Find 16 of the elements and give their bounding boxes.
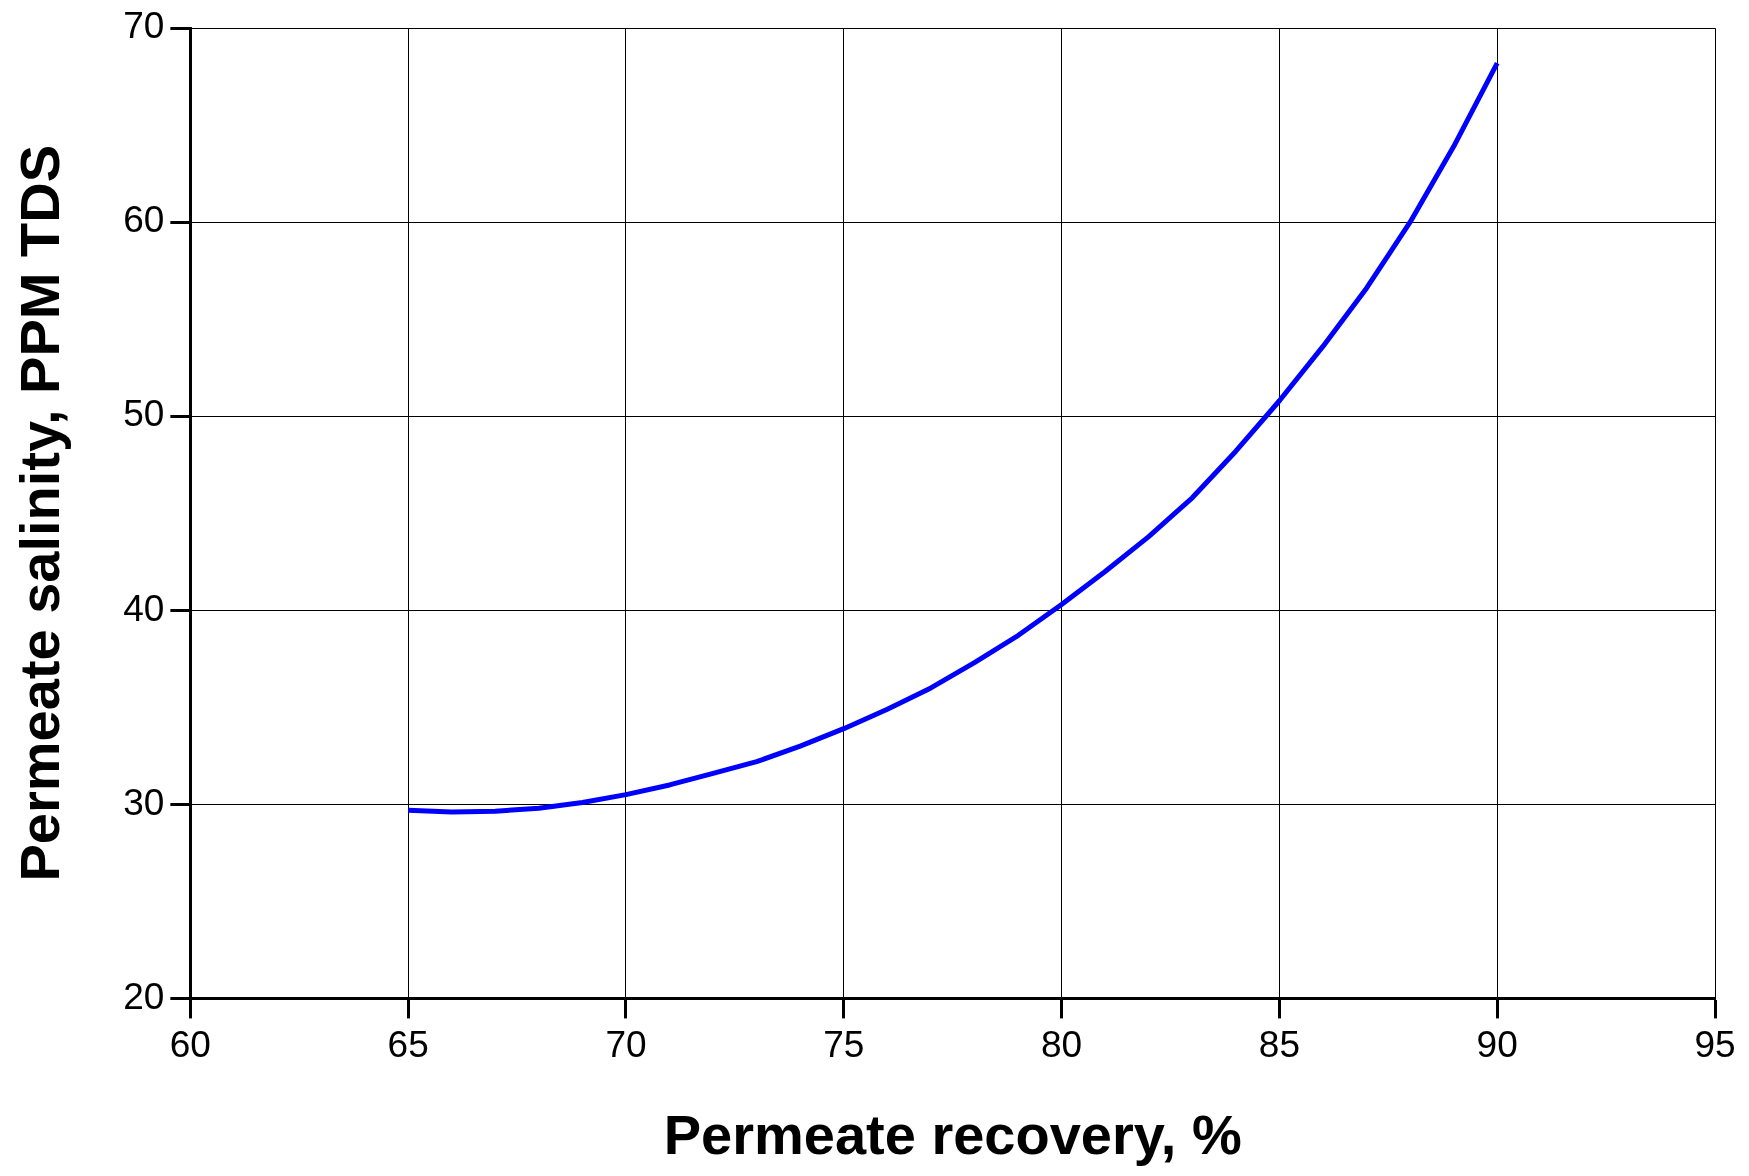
x-tick-label: 95 [1694,1023,1736,1065]
y-tick-label: 20 [123,975,165,1017]
y-tick-label: 70 [123,5,165,47]
y-tick-label: 30 [123,781,165,823]
y-axis-title: Permeate salinity, PPM TDS [8,145,72,882]
y-tick-label: 60 [123,199,165,241]
y-tick-label: 40 [123,587,165,629]
x-tick-label: 75 [823,1023,865,1065]
x-tick-label: 70 [605,1023,647,1065]
x-axis-title: Permeate recovery, % [663,1102,1242,1166]
y-tick-label: 50 [123,393,165,435]
x-tick-label: 85 [1258,1023,1300,1065]
x-tick-label: 60 [169,1023,211,1065]
x-tick-label: 65 [387,1023,429,1065]
x-tick-label: 80 [1041,1023,1083,1065]
x-tick-label: 90 [1476,1023,1518,1065]
